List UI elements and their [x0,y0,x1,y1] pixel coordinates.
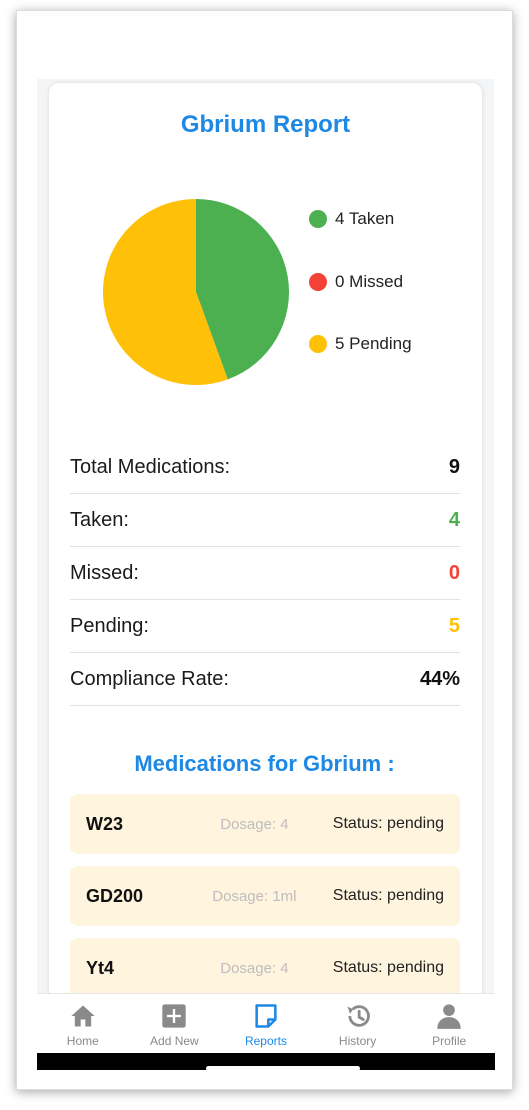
history-icon [347,1005,370,1027]
legend-missed-label: 0 Missed [335,272,404,291]
medication-item[interactable]: W23 Dosage: 4 Status: pending [70,794,460,854]
stat-pending-value: 5 [448,614,460,637]
stat-taken-label: Taken: [70,508,129,531]
legend-taken-dot [309,210,327,228]
bottom-nav: Home Add New Reports History [37,993,495,1053]
stat-compliance-value: 44% [419,667,460,690]
nav-label-reports: Reports [244,1034,287,1048]
stat-compliance-label: Compliance Rate: [70,667,229,690]
system-navigation-bar [37,1053,495,1071]
legend-pending-dot [309,335,327,353]
profile-icon [437,1004,461,1029]
medication-status: Status: pending [332,959,444,976]
medication-status: Status: pending [332,815,444,832]
legend-taken: 4 Taken [309,209,394,229]
medication-dosage: Dosage: 1ml [212,887,297,905]
home-indicator[interactable] [206,1066,360,1071]
legend-pending: 5 Pending [309,334,412,354]
stat-missed-value: 0 [448,561,460,584]
stats-list: Total Medications: 9 Taken: 4 Missed: 0 … [70,441,460,706]
stat-row-total: Total Medications: 9 [70,441,460,494]
nav-label-add-new: Add New [150,1034,199,1048]
home-icon [71,1005,95,1027]
stat-missed-label: Missed: [70,561,139,584]
stat-row-missed: Missed: 0 [70,547,460,600]
legend-pending-label: 5 Pending [335,334,412,353]
nav-label-profile: Profile [432,1034,467,1048]
medication-name: GD200 [86,885,144,906]
stat-row-pending: Pending: 5 [70,600,460,653]
legend-missed-dot [309,273,327,291]
medication-status: Status: pending [332,887,444,904]
nav-item-reports[interactable]: Reports [221,994,311,1048]
medication-item[interactable]: Yt4 Dosage: 4 Status: pending [70,938,460,998]
stat-total-value: 9 [448,455,460,478]
reports-icon [255,1004,277,1028]
stat-row-taken: Taken: 4 [70,494,460,547]
nav-item-profile[interactable]: Profile [404,994,494,1048]
pie-slice-pending [103,199,228,385]
nav-item-add-new[interactable]: Add New [129,994,219,1048]
nav-item-history[interactable]: History [313,994,403,1048]
report-title: Gbrium Report [180,111,351,138]
phone-frame: Gbrium Report 4 Taken 0 Missed 5 Pending… [16,10,513,1090]
stat-pending-label: Pending: [70,614,149,637]
medication-name: Yt4 [86,957,115,978]
legend-missed: 0 Missed [309,272,403,292]
stat-row-compliance: Compliance Rate: 44% [70,653,460,706]
stat-taken-value: 4 [448,508,460,531]
pie-slice-taken [196,199,289,380]
legend-taken-label: 4 Taken [335,209,395,228]
medication-dosage: Dosage: 4 [220,815,289,833]
add-icon [162,1004,187,1028]
nav-label-history: History [338,1034,377,1048]
nav-label-home: Home [66,1034,99,1048]
nav-item-home[interactable]: Home [38,994,128,1048]
medications-title: Medications for Gbrium : [134,751,395,776]
medication-name: W23 [86,813,124,834]
medication-dosage: Dosage: 4 [220,959,289,977]
medication-item[interactable]: GD200 Dosage: 1ml Status: pending [70,866,460,926]
status-pie-chart [103,199,289,385]
stat-total-label: Total Medications: [70,455,231,478]
medications-list: W23 Dosage: 4 Status: pending GD200 Dosa… [70,794,460,1010]
